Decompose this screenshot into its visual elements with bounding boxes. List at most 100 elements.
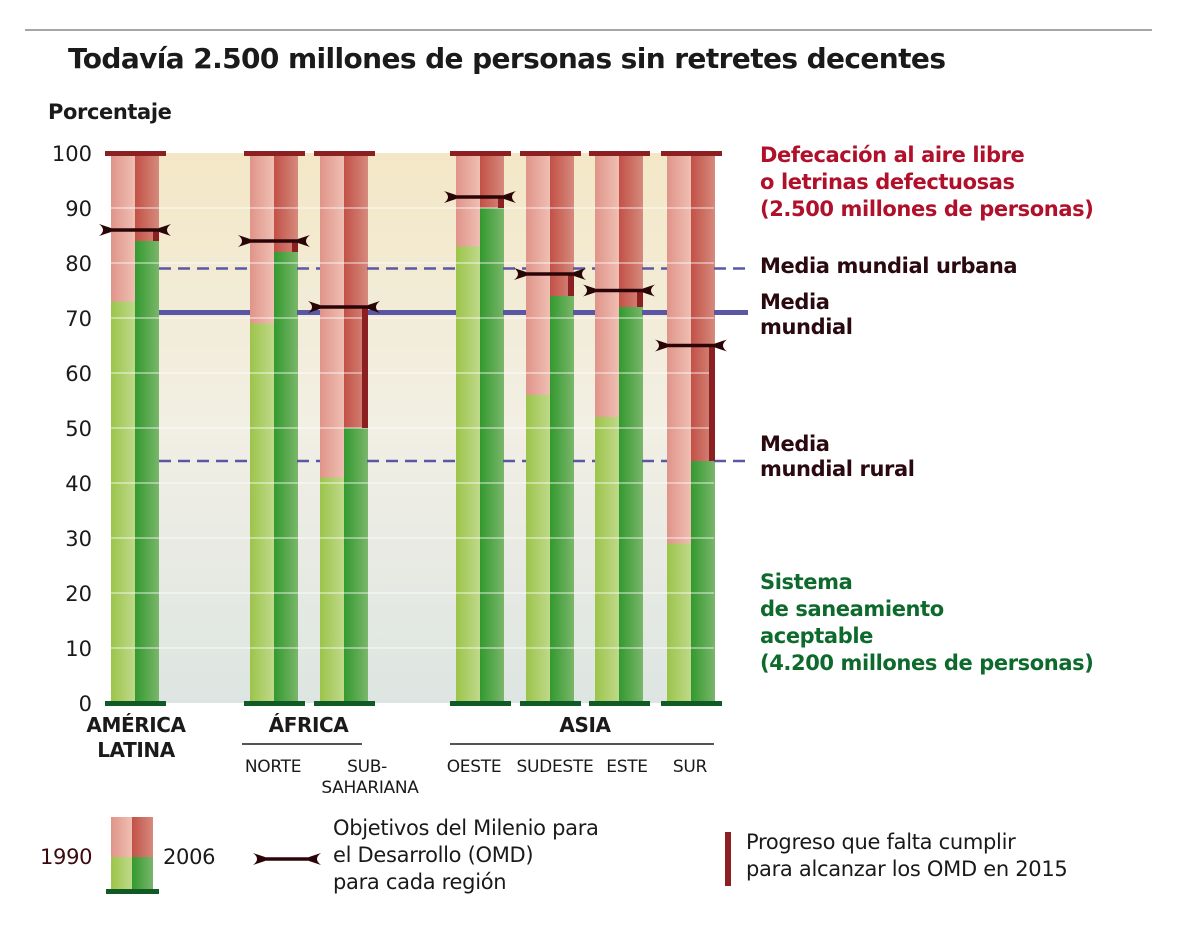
goal-marker-left-end [655, 339, 667, 352]
group-label-asia: ASIA [449, 713, 721, 738]
annotation-line: (2.500 millones de personas) [760, 197, 1094, 221]
legend-goal-right-end [309, 853, 321, 865]
bar-bottom-cap [244, 701, 305, 706]
category-label-line: ESTE [606, 757, 648, 777]
bar-bottom-cap [589, 701, 650, 706]
bar-bottom-cap [314, 701, 375, 706]
bar-2006-inadequate [619, 153, 643, 307]
bar-1990-acceptable [595, 417, 619, 703]
bars [105, 151, 722, 706]
annotation-urban-average: Media mundial urbana [760, 253, 1018, 280]
annotation-line: Defecación al aire libre [760, 143, 1025, 167]
y-axis-ticks: 0 10 20 30 40 50 60 70 80 90 100 [52, 142, 92, 716]
goal-marker-right-end [368, 301, 380, 313]
y-tick-label: 70 [65, 307, 92, 331]
bar-bottom-cap [450, 701, 511, 706]
bar-2006-acceptable [274, 252, 298, 703]
bar-2006-inadequate [550, 153, 574, 296]
legend-swatch-2006-red [132, 817, 153, 857]
bar-1990-inadequate [111, 153, 135, 302]
legend-progress-swatch [725, 832, 731, 886]
legend-graphics [106, 817, 731, 894]
category-label-line: SUB- [347, 757, 387, 777]
category-label-line: SAHARIANA [321, 778, 419, 798]
progress-remaining-bar [153, 230, 159, 241]
bar-bottom-cap [520, 701, 581, 706]
progress-remaining-bar [709, 345, 715, 461]
y-tick-label: 100 [52, 142, 92, 166]
goal-marker-left-end [514, 268, 526, 280]
bar-2006-acceptable [550, 296, 574, 703]
y-tick-label: 60 [65, 362, 92, 386]
annotation-line: Sistema [760, 570, 853, 594]
y-tick-label: 90 [65, 197, 92, 221]
category-label-africa-subsahariana: SUB- SAHARIANA [310, 757, 420, 799]
legend-line: Objetivos del Milenio para [333, 816, 599, 840]
y-tick-label: 80 [65, 252, 92, 276]
bar-1990-inadequate [250, 153, 274, 324]
goal-marker-right-end [715, 339, 727, 352]
category-label-line: SUDESTE [516, 757, 594, 777]
legend-line: Progreso que falta cumplir [746, 830, 1016, 854]
annotation-line: Media [760, 290, 830, 314]
bar-1990-inadequate [667, 153, 691, 544]
annotation-line: o letrinas defectuosas [760, 170, 1015, 194]
y-tick-label: 20 [65, 582, 92, 606]
legend-goal-left-end [253, 853, 265, 865]
bar-top-cap [661, 151, 722, 156]
annotation-rural-average: Media mundial rural [760, 432, 915, 482]
annotation-line: mundial [760, 315, 853, 339]
bar-2006-acceptable [480, 208, 504, 703]
bar-2006-acceptable [691, 461, 715, 703]
legend-progress-text: Progreso que falta cumplir para alcanzar… [746, 829, 1068, 883]
goal-marker-right-end [643, 284, 655, 297]
progress-remaining-bar [498, 197, 504, 208]
bar-1990-inadequate [595, 153, 619, 417]
annotation-acceptable-sanitation: Sistema de saneamiento aceptable (4.200 … [760, 569, 1094, 677]
annotation-line: aceptable [760, 624, 873, 648]
legend-goal-text: Objetivos del Milenio para el Desarrollo… [333, 815, 599, 896]
bar-top-cap [450, 151, 511, 156]
bar-1990-acceptable [667, 543, 691, 703]
y-axis-label: Porcentaje [48, 100, 172, 124]
goal-marker-left-end [238, 235, 250, 247]
legend-swatch-1990-red [111, 817, 132, 857]
goal-marker-left-end [308, 301, 320, 313]
group-label-line: ASIA [559, 713, 611, 737]
category-label-asia-sudeste: SUDESTE [510, 757, 600, 778]
goal-marker-left-end [583, 284, 595, 297]
group-label-africa: ÁFRICA [243, 713, 374, 738]
bar-top-cap [589, 151, 650, 156]
bar-1990-acceptable [526, 395, 550, 703]
bar-1990-acceptable [320, 477, 344, 703]
bar-1990-acceptable [456, 246, 480, 703]
annotation-world-average: Media mundial [760, 290, 853, 340]
reference-lines [159, 267, 748, 463]
legend-swatch-2006-green [132, 857, 153, 890]
y-tick-label: 40 [65, 472, 92, 496]
goal-marker-right-end [298, 235, 310, 247]
legend-year-1990: 1990 [40, 845, 93, 869]
y-tick-label: 50 [65, 417, 92, 441]
y-tick-label: 10 [65, 637, 92, 661]
bar-top-cap [105, 151, 166, 156]
bar-bottom-cap [661, 701, 722, 706]
annotation-line: Media [760, 432, 830, 456]
category-label-line: OESTE [446, 757, 502, 777]
annotation-line: Media mundial urbana [760, 254, 1018, 278]
category-label-line: NORTE [244, 757, 302, 777]
annotation-line: mundial rural [760, 457, 915, 481]
y-tick-label: 0 [79, 692, 92, 716]
progress-remaining-bar [568, 274, 574, 296]
legend-year-2006: 2006 [163, 845, 216, 869]
category-label-africa-norte: NORTE [233, 757, 313, 778]
legend-swatch-1990-green [111, 857, 132, 890]
bar-1990-inadequate [320, 153, 344, 478]
chart-title: Todavía 2.500 millones de personas sin r… [68, 42, 946, 75]
annotation-open-defecation: Defecación al aire libre o letrinas defe… [760, 142, 1094, 223]
category-label-asia-este: ESTE [592, 757, 662, 778]
bar-2006-acceptable [619, 307, 643, 703]
bar-top-cap [244, 151, 305, 156]
legend-line: el Desarrollo (OMD) [333, 843, 534, 867]
